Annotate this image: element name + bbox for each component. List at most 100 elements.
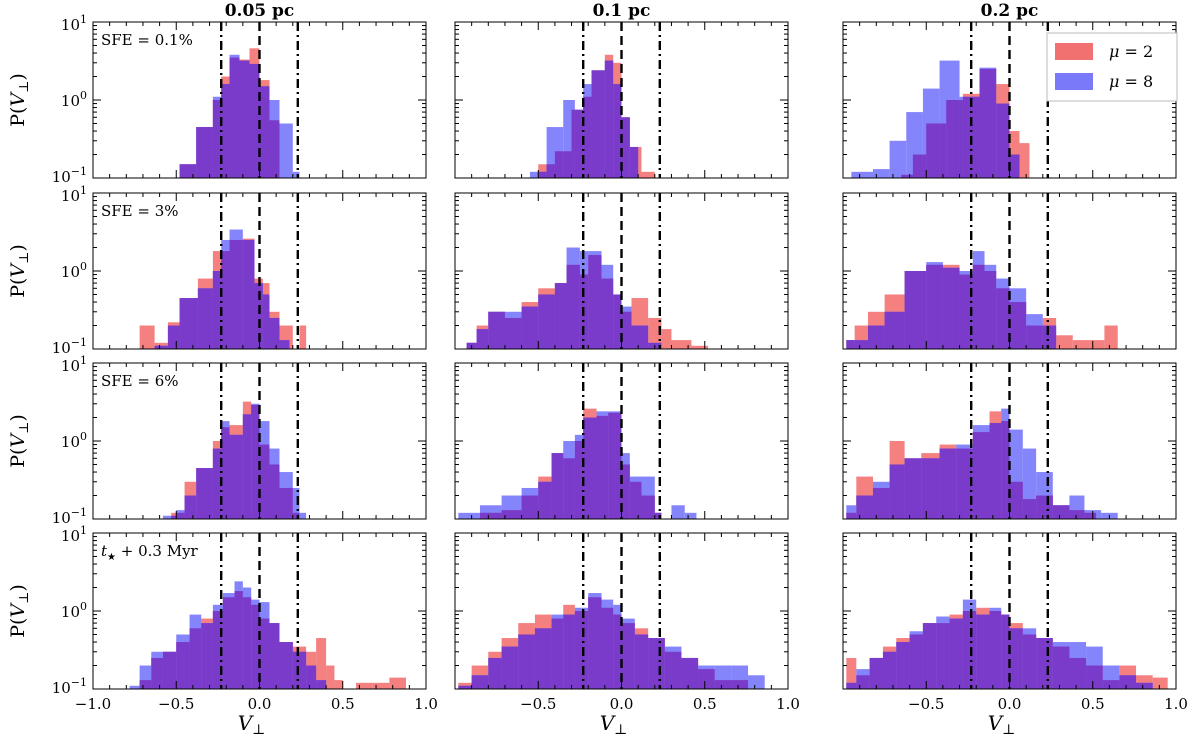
bar-overlap — [613, 294, 622, 349]
bar-overlap — [212, 271, 222, 349]
column-title: 0.05 pc — [225, 1, 295, 21]
bar-overlap — [1001, 614, 1010, 689]
bar-overlap — [962, 611, 977, 689]
bar-overlap — [946, 100, 960, 178]
bar-overlap — [179, 298, 198, 349]
panel-r2-c3 — [842, 192, 1177, 350]
bar-overlap — [501, 646, 519, 689]
bar-overlap — [162, 651, 177, 689]
bar-overlap — [279, 642, 293, 689]
histogram-bars — [179, 48, 300, 178]
bar-overlap — [922, 623, 937, 689]
bar-overlap — [912, 154, 923, 178]
bar-overlap — [601, 607, 614, 689]
labels-layer: 0.05 pc 0.1 pc 0.2 pc −1.0 −0.5 −0.5 −0.5 0.0 0.… — [75, 1, 1188, 738]
bar-overlap — [521, 495, 539, 519]
panel-r3-c2 — [454, 362, 789, 520]
y-tick-label-10-0: 100 — [61, 260, 87, 281]
bar-overlap — [269, 317, 280, 349]
bar-overlap — [731, 680, 749, 689]
bar-overlap — [846, 340, 855, 349]
row-label: SFE = 0.1% — [101, 31, 193, 49]
legend-swatch — [1055, 73, 1093, 90]
bar-overlap — [621, 311, 632, 349]
bar-overlap — [139, 680, 152, 689]
bar-overlap — [884, 311, 905, 349]
x-tick-label: 1.0 — [1164, 695, 1188, 713]
column-title: 0.1 pc — [593, 1, 651, 21]
bar-overlap — [518, 634, 535, 689]
x-tick-label: −0.5 — [908, 695, 944, 713]
bar-overlap — [976, 614, 990, 689]
row-label: SFE = 3% — [101, 202, 179, 220]
bar-overlap — [259, 618, 270, 689]
bar-overlap — [1052, 505, 1070, 519]
bar-overlap — [979, 68, 997, 178]
bar-overlap — [222, 597, 235, 689]
bar-overlap — [681, 657, 699, 689]
bar-overlap — [292, 651, 307, 689]
y-tick-label-10-1: 101 — [61, 354, 87, 375]
legend-label: μ = 2 — [1109, 42, 1153, 61]
bar-overlap — [1069, 657, 1087, 689]
bar-overlap — [229, 434, 243, 519]
bar-overlap — [269, 120, 280, 178]
histogram-bars — [846, 408, 1118, 519]
panel-r4-c1: 101 100 10−1 t★ + 0.3 Myr P(V⊥) — [7, 524, 427, 697]
bar-overlap — [201, 623, 213, 689]
bar-overlap — [167, 325, 180, 349]
x-tick-label: 0.0 — [998, 695, 1022, 713]
bar-overlap — [229, 239, 243, 349]
y-axis-label: P(V⊥) — [7, 244, 32, 298]
bar-overlap — [1086, 665, 1103, 689]
bar-mu2 — [661, 329, 672, 349]
x-tick-label: −0.5 — [520, 695, 556, 713]
bar-overlap — [279, 340, 290, 349]
bar-overlap — [936, 623, 950, 689]
panels-layer: 101 100 10−1 SFE = 0.1% P(V⊥) 101 100 10−1 SFE =… — [7, 13, 1177, 697]
bar-overlap — [563, 151, 572, 178]
bar-mu8 — [563, 100, 575, 178]
bar-overlap — [171, 515, 177, 519]
bar-overlap — [239, 60, 250, 178]
bar-overlap — [922, 154, 927, 178]
bar-overlap — [856, 495, 873, 519]
bar-overlap — [989, 611, 1002, 689]
bar-overlap — [996, 103, 1010, 178]
bar-overlap — [197, 288, 213, 349]
bar-overlap — [956, 448, 973, 519]
y-tick-label-10-1: 101 — [61, 184, 87, 205]
row-label: t★ + 0.3 Myr — [101, 542, 199, 563]
bar-mu8 — [292, 487, 300, 519]
bar-overlap — [221, 427, 230, 519]
histogram-bars — [458, 408, 697, 519]
bar-overlap — [596, 415, 609, 519]
bar-overlap — [254, 283, 263, 349]
bar-overlap — [521, 306, 539, 349]
x-axis-label: V⊥ — [238, 711, 266, 738]
bar-mu8 — [458, 512, 480, 519]
bar-overlap — [588, 255, 602, 349]
bar-overlap — [641, 495, 655, 519]
bar-overlap — [1102, 680, 1120, 689]
panel-r4-c2 — [454, 532, 789, 690]
bar-overlap — [846, 682, 857, 689]
bar-mu8 — [851, 171, 873, 178]
bar-overlap — [269, 623, 280, 689]
bar-overlap — [1119, 675, 1137, 689]
y-axis-label: P(V⊥) — [7, 584, 32, 638]
bar-overlap — [942, 267, 960, 349]
bar-overlap — [604, 60, 614, 178]
bar-mu2 — [139, 325, 155, 349]
bar-overlap — [972, 432, 990, 519]
bar-overlap — [613, 614, 622, 689]
bar-overlap — [591, 70, 605, 178]
bar-mu2 — [648, 317, 662, 349]
bar-overlap — [1036, 495, 1053, 519]
histogram-bars — [139, 229, 307, 349]
bar-overlap — [501, 510, 522, 519]
bar-overlap — [242, 414, 252, 519]
bar-overlap — [563, 614, 575, 689]
x-tick-label: 1.0 — [414, 695, 438, 713]
y-axis-label: P(V⊥) — [7, 414, 32, 468]
